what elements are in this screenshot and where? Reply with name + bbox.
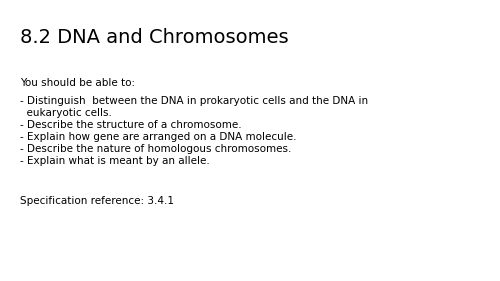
- Text: - Distinguish  between the DNA in prokaryotic cells and the DNA in: - Distinguish between the DNA in prokary…: [20, 96, 368, 106]
- Text: - Explain what is meant by an allele.: - Explain what is meant by an allele.: [20, 156, 210, 166]
- Text: You should be able to:: You should be able to:: [20, 78, 135, 88]
- Text: eukaryotic cells.: eukaryotic cells.: [20, 108, 112, 118]
- Text: - Describe the structure of a chromosome.: - Describe the structure of a chromosome…: [20, 120, 242, 130]
- Text: Specification reference: 3.4.1: Specification reference: 3.4.1: [20, 196, 174, 206]
- Text: - Describe the nature of homologous chromosomes.: - Describe the nature of homologous chro…: [20, 144, 291, 154]
- Text: - Explain how gene are arranged on a DNA molecule.: - Explain how gene are arranged on a DNA…: [20, 132, 296, 142]
- Text: 8.2 DNA and Chromosomes: 8.2 DNA and Chromosomes: [20, 28, 288, 47]
